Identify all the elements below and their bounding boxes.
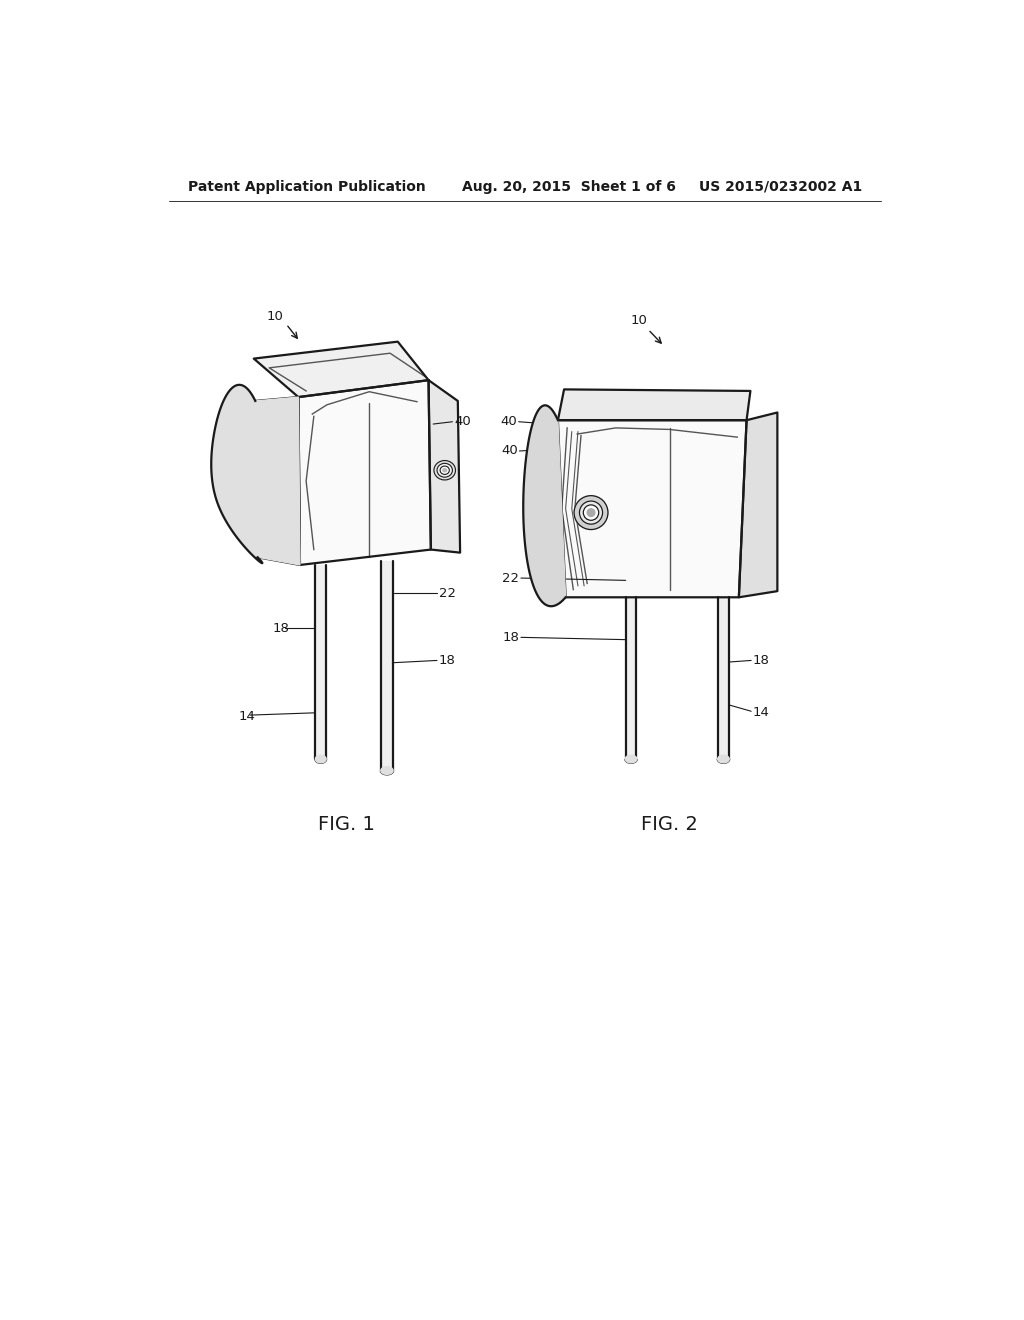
Text: 18: 18 bbox=[438, 653, 456, 667]
Polygon shape bbox=[315, 565, 326, 759]
Text: 18: 18 bbox=[273, 622, 290, 635]
Text: 14: 14 bbox=[239, 710, 255, 723]
Text: 10: 10 bbox=[267, 310, 284, 323]
Text: 22: 22 bbox=[503, 572, 519, 585]
Text: 18: 18 bbox=[503, 631, 519, 644]
Polygon shape bbox=[254, 342, 429, 397]
Ellipse shape bbox=[718, 755, 729, 763]
Text: 40: 40 bbox=[501, 445, 518, 458]
Text: Patent Application Publication: Patent Application Publication bbox=[188, 180, 426, 194]
Text: 40: 40 bbox=[454, 416, 471, 428]
Circle shape bbox=[587, 508, 595, 516]
Text: 40: 40 bbox=[501, 416, 517, 428]
Polygon shape bbox=[429, 380, 460, 553]
Circle shape bbox=[580, 502, 602, 524]
Text: US 2015/0232002 A1: US 2015/0232002 A1 bbox=[698, 180, 862, 194]
Circle shape bbox=[584, 506, 599, 520]
Text: Aug. 20, 2015  Sheet 1 of 6: Aug. 20, 2015 Sheet 1 of 6 bbox=[462, 180, 676, 194]
Polygon shape bbox=[523, 405, 565, 606]
Ellipse shape bbox=[437, 463, 453, 477]
Polygon shape bbox=[381, 561, 393, 771]
Polygon shape bbox=[558, 389, 751, 420]
Polygon shape bbox=[255, 397, 300, 565]
Ellipse shape bbox=[626, 755, 637, 763]
Ellipse shape bbox=[381, 767, 393, 775]
Text: 10: 10 bbox=[631, 314, 647, 326]
Polygon shape bbox=[739, 412, 777, 598]
Ellipse shape bbox=[440, 466, 450, 474]
Polygon shape bbox=[718, 598, 729, 759]
Ellipse shape bbox=[434, 461, 456, 480]
Text: 18: 18 bbox=[753, 653, 770, 667]
Text: FIG. 2: FIG. 2 bbox=[641, 814, 698, 834]
Text: 14: 14 bbox=[753, 706, 770, 719]
Polygon shape bbox=[626, 598, 637, 759]
Text: 22: 22 bbox=[438, 587, 456, 601]
Polygon shape bbox=[298, 380, 431, 565]
Ellipse shape bbox=[315, 755, 326, 763]
Text: FIG. 1: FIG. 1 bbox=[317, 814, 375, 834]
Ellipse shape bbox=[442, 469, 446, 471]
Polygon shape bbox=[558, 420, 746, 598]
Polygon shape bbox=[211, 385, 300, 565]
Circle shape bbox=[574, 495, 608, 529]
